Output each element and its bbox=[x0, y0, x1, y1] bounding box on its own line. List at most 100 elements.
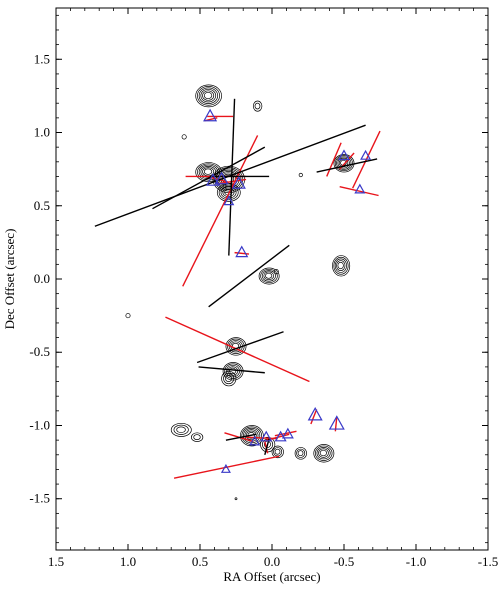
triangle-marker bbox=[337, 149, 351, 161]
x-axis-title: RA Offset (arcsec) bbox=[223, 569, 320, 584]
contour-ring bbox=[294, 447, 307, 460]
triangle-marker bbox=[281, 427, 294, 439]
triangle-layer bbox=[203, 108, 372, 473]
black-vector bbox=[208, 244, 290, 308]
contour-ring bbox=[260, 268, 278, 284]
x-tick-label: 1.5 bbox=[48, 554, 64, 569]
contour-ring bbox=[191, 432, 204, 442]
contour-ring bbox=[223, 372, 235, 385]
triangle-marker bbox=[214, 171, 229, 185]
triangle-marker bbox=[249, 435, 261, 446]
contour-ring bbox=[234, 497, 238, 501]
contour-ring bbox=[197, 86, 220, 106]
red-vector bbox=[165, 316, 310, 383]
contour-ring bbox=[271, 445, 284, 459]
triangle-marker bbox=[354, 183, 366, 194]
contour-ring bbox=[297, 450, 304, 457]
y-tick-label: 0.5 bbox=[34, 198, 50, 213]
x-tick-label: -1.5 bbox=[478, 554, 499, 569]
contour-ring bbox=[229, 367, 237, 375]
y-axis: 1.5 1.0 0.5 0.0 -0.5 -1.0 -1.5 bbox=[29, 14, 488, 544]
triangle-marker bbox=[235, 245, 249, 258]
y-tick-label: 0.0 bbox=[34, 271, 50, 286]
contour-ring bbox=[200, 88, 217, 103]
contour-ring bbox=[195, 84, 222, 108]
triangle-marker bbox=[203, 108, 218, 122]
contour-ring bbox=[225, 337, 247, 356]
contour-ring bbox=[170, 422, 192, 437]
contour-ring bbox=[337, 157, 350, 169]
contour-ring bbox=[246, 430, 257, 441]
contour-ring bbox=[261, 270, 276, 282]
contour-ring bbox=[319, 449, 327, 457]
contour-ring bbox=[193, 434, 201, 441]
triangle-marker bbox=[220, 463, 231, 473]
triangle-marker bbox=[307, 406, 323, 421]
contour-ring bbox=[298, 172, 303, 178]
black-vector bbox=[198, 366, 265, 374]
contour-ring bbox=[318, 448, 329, 458]
y-tick-label: -0.5 bbox=[29, 344, 50, 359]
x-tick-label: -0.5 bbox=[334, 554, 355, 569]
contour-ring bbox=[225, 374, 233, 382]
contour-ring bbox=[203, 168, 213, 175]
x-tick-label: 0.5 bbox=[192, 554, 208, 569]
contour-ring bbox=[265, 272, 273, 279]
x-tick-label: 1.0 bbox=[120, 554, 136, 569]
contour-ring bbox=[315, 445, 333, 461]
red-vector bbox=[234, 251, 250, 255]
x-tick-label: -1.0 bbox=[406, 554, 427, 569]
x-axis: 1.5 1.0 0.5 0.0 -0.5 -1.0 -1.5 bbox=[48, 8, 498, 569]
contour-ring bbox=[220, 186, 237, 199]
contour-ring bbox=[203, 91, 213, 100]
y-tick-label: -1.0 bbox=[29, 417, 50, 432]
red-vector bbox=[326, 142, 342, 177]
triangle-marker bbox=[231, 176, 246, 189]
triangle-marker bbox=[328, 415, 345, 430]
contour-ring bbox=[254, 102, 261, 110]
contour-ring bbox=[337, 261, 344, 270]
contour-ring bbox=[176, 426, 186, 433]
contour-ring bbox=[334, 155, 353, 172]
contour-ring bbox=[296, 448, 306, 458]
contour-ring bbox=[258, 267, 280, 285]
contour-ring bbox=[332, 255, 351, 277]
black-vector bbox=[228, 98, 236, 256]
black-vector bbox=[225, 433, 257, 441]
y-tick-label: 1.5 bbox=[34, 51, 50, 66]
y-axis-title: Dec Offset (arcsec) bbox=[2, 229, 17, 330]
contour-ring bbox=[316, 447, 331, 460]
contour-ring bbox=[273, 269, 279, 275]
contour-ring bbox=[334, 258, 347, 273]
black-vector bbox=[94, 124, 366, 227]
triangle-marker bbox=[260, 430, 273, 442]
black-vector bbox=[196, 331, 284, 364]
contour-ring bbox=[173, 424, 189, 435]
y-tick-label: 1.0 bbox=[34, 125, 50, 140]
contour-ring bbox=[202, 90, 215, 101]
contour-ring bbox=[125, 313, 131, 319]
black-vector-layer bbox=[94, 98, 378, 455]
contour-ring bbox=[336, 260, 346, 271]
contour-ring bbox=[274, 448, 281, 455]
contour-ring bbox=[198, 87, 219, 104]
red-vector bbox=[310, 409, 318, 425]
contour-ring bbox=[239, 425, 264, 447]
black-vector bbox=[152, 146, 266, 210]
contour-ring bbox=[336, 156, 352, 170]
triangle-marker bbox=[205, 173, 220, 186]
triangle-marker bbox=[360, 149, 372, 160]
contour-ring bbox=[221, 370, 237, 387]
red-vector bbox=[339, 186, 379, 197]
black-vector bbox=[316, 158, 378, 173]
x-tick-label: 0.0 bbox=[264, 554, 280, 569]
contour-ring bbox=[263, 271, 275, 281]
red-vector bbox=[182, 135, 259, 287]
contour-ring bbox=[313, 444, 335, 463]
triangle-marker bbox=[223, 195, 235, 206]
y-tick-label: -1.5 bbox=[29, 491, 50, 506]
contour-ring bbox=[252, 100, 263, 112]
contour-ring bbox=[333, 256, 349, 275]
